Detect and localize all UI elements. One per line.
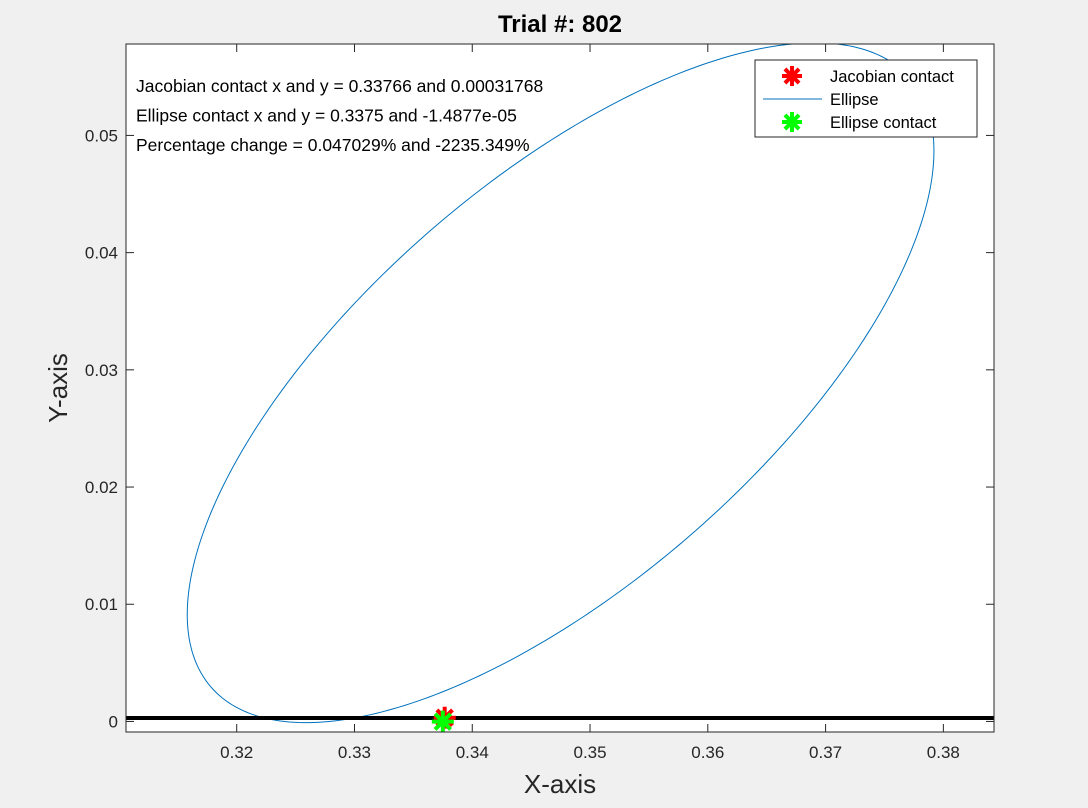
x-tick-label: 0.32 [220, 743, 253, 762]
x-tick-label: 0.36 [691, 743, 724, 762]
x-tick-label: 0.35 [573, 743, 606, 762]
y-tick-label: 0.04 [85, 244, 118, 263]
ellipse-contact-marker [431, 710, 454, 732]
annotation-text: Jacobian contact x and y = 0.33766 and 0… [136, 76, 543, 96]
y-axis-label: Y-axis [43, 353, 73, 423]
plot-area [126, 44, 994, 732]
legend-marker [782, 66, 802, 86]
y-tick-label: 0.02 [85, 478, 118, 497]
annotation-text: Percentage change = 0.047029% and -2235.… [136, 135, 530, 155]
axes-box [125, 43, 995, 733]
axis-ticks: 0.32 0.33 0.34 0.35 0.36 0.37 0.38 0 0.01 0.02 0.0… [85, 44, 994, 762]
y-tick-label: 0.03 [85, 361, 118, 380]
y-tick-label: 0.05 [85, 126, 118, 145]
annotations: Jacobian contact x and y = 0.33766 and 0… [136, 76, 543, 155]
annotation-text: Ellipse contact x and y = 0.3375 and -1.… [136, 106, 517, 126]
legend-marker [782, 112, 802, 132]
x-tick-label: 0.38 [927, 743, 960, 762]
x-tick-label: 0.37 [809, 743, 842, 762]
chart-title: Trial #: 802 [498, 11, 622, 38]
legend-label: Jacobian contact [830, 68, 954, 86]
legend-label: Ellipse contact [830, 114, 937, 132]
ellipse-line [186, 44, 935, 724]
legend-label: Ellipse [830, 91, 879, 109]
y-tick-label: 0.01 [85, 595, 118, 614]
legend: Jacobian contact Ellipse Ellipse contact [754, 59, 978, 138]
axes-background [126, 44, 994, 732]
y-tick-label: 0 [109, 712, 118, 731]
x-tick-label: 0.33 [338, 743, 371, 762]
x-axis-label: X-axis [524, 769, 596, 799]
x-tick-label: 0.34 [456, 743, 489, 762]
